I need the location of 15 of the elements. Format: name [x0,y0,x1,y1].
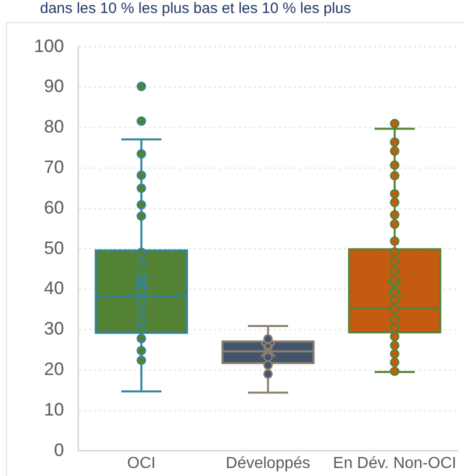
y-tick-label: 90 [44,76,64,96]
chart-title: dans les 10 % les plus bas et les 10 % les plus [40,0,352,17]
y-tick-label: 0 [54,440,64,460]
y-tick-label: 60 [44,197,64,218]
y-tick-label: 100 [34,36,64,56]
y-tick-label: 20 [44,358,64,379]
y-tick-label: 70 [44,156,64,177]
y-tick-label: 80 [44,116,64,137]
y-tick-label: 40 [44,278,64,298]
x-tick-label: Développés [226,454,310,472]
x-tick-label: OCI [127,454,156,472]
y-tick-label: 50 [44,238,64,258]
y-tick-label: 30 [44,318,64,339]
y-tick-label: 10 [44,399,64,420]
x-tick-label: En Dév. Non-OCI [333,454,456,472]
